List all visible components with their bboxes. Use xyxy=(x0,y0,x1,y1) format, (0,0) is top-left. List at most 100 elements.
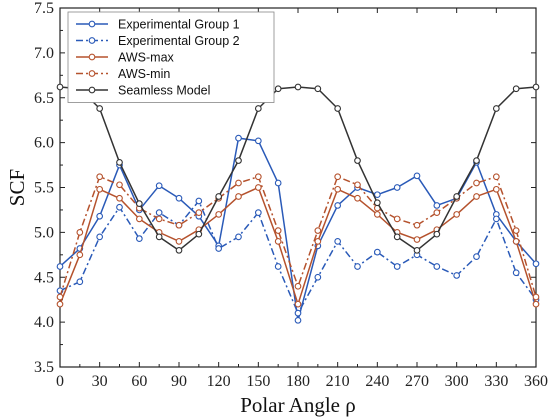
data-point xyxy=(195,197,203,205)
data-point xyxy=(433,209,441,216)
data-point xyxy=(294,316,302,324)
data-point xyxy=(175,238,183,245)
data-point xyxy=(492,185,500,193)
data-point xyxy=(235,179,242,187)
data-point xyxy=(334,185,342,193)
data-point xyxy=(254,173,262,181)
data-point xyxy=(334,173,342,181)
y-axis-title: SCF xyxy=(5,169,29,206)
series-1 xyxy=(56,197,540,317)
data-point xyxy=(413,221,421,229)
data-point xyxy=(56,293,64,301)
x-tick-label: 240 xyxy=(365,373,389,390)
y-tick-label: 6.0 xyxy=(34,135,54,152)
data-point xyxy=(135,235,143,243)
legend-label: Seamless Model xyxy=(118,84,210,98)
legend-item: Seamless Model xyxy=(76,84,210,98)
data-point xyxy=(433,263,441,270)
data-point xyxy=(294,300,302,308)
legend-marker xyxy=(88,86,96,94)
x-tick-label: 90 xyxy=(171,373,187,390)
data-point xyxy=(473,179,480,187)
data-point xyxy=(512,269,520,277)
data-point xyxy=(373,199,381,207)
legend-label: Experimental Group 1 xyxy=(118,18,240,32)
x-tick-label: 0 xyxy=(56,373,64,390)
x-tick-label: 60 xyxy=(131,373,147,390)
x-tick-label: 120 xyxy=(207,373,231,390)
data-point xyxy=(393,233,401,241)
data-point xyxy=(116,159,123,166)
data-point xyxy=(96,105,104,112)
data-point xyxy=(215,245,223,252)
data-point xyxy=(334,238,342,245)
x-tick-label: 330 xyxy=(484,373,508,390)
data-point xyxy=(215,193,223,200)
data-point xyxy=(512,238,520,245)
data-point xyxy=(76,278,84,286)
legend-item: AWS-max xyxy=(76,51,175,65)
data-point xyxy=(135,200,143,208)
x-tick-label: 180 xyxy=(286,373,310,390)
data-point xyxy=(453,193,461,200)
data-point xyxy=(96,233,104,241)
data-point xyxy=(294,83,302,91)
y-tick-label: 3.5 xyxy=(34,359,54,376)
data-point xyxy=(413,246,421,254)
y-tick-label: 7.0 xyxy=(34,45,54,62)
data-point xyxy=(175,246,183,254)
legend-label: AWS-max xyxy=(118,51,175,65)
data-point xyxy=(433,230,441,238)
y-tick-label: 7.5 xyxy=(34,0,54,17)
data-point xyxy=(294,282,302,290)
series-2 xyxy=(56,184,540,308)
data-point xyxy=(56,300,64,308)
data-point xyxy=(492,173,500,181)
data-point xyxy=(76,229,84,236)
data-point xyxy=(473,193,480,200)
data-point xyxy=(512,85,520,93)
data-point xyxy=(373,248,381,256)
data-point xyxy=(473,253,480,260)
series-line xyxy=(59,200,537,314)
data-point xyxy=(314,227,322,234)
data-point xyxy=(453,272,461,279)
data-point xyxy=(413,172,421,180)
data-point xyxy=(373,191,381,199)
data-point xyxy=(235,134,242,142)
data-point xyxy=(96,173,104,181)
data-point xyxy=(116,203,123,211)
data-point xyxy=(135,215,143,223)
y-tick-label: 5.5 xyxy=(34,180,54,197)
legend-marker xyxy=(88,70,96,77)
data-point xyxy=(453,211,461,218)
data-point xyxy=(532,260,540,268)
legend-item: Experimental Group 2 xyxy=(76,34,240,48)
data-point xyxy=(274,227,282,234)
data-point xyxy=(235,157,242,164)
data-point xyxy=(354,263,361,270)
data-point xyxy=(274,263,282,270)
x-axis-title: Polar Angle ρ xyxy=(240,393,355,417)
data-point xyxy=(96,185,104,193)
data-point xyxy=(56,263,64,270)
x-tick-label: 150 xyxy=(246,373,270,390)
legend-marker xyxy=(88,20,96,28)
y-tick-label: 4.5 xyxy=(34,269,54,286)
series-line xyxy=(59,86,537,252)
y-tick-label: 5.0 xyxy=(34,224,54,241)
data-point xyxy=(354,181,361,189)
y-tick-label: 4.0 xyxy=(34,314,54,331)
data-point xyxy=(274,238,282,245)
data-point xyxy=(532,83,540,91)
data-point xyxy=(116,181,123,189)
data-point xyxy=(175,221,183,229)
data-point xyxy=(354,194,361,202)
data-point xyxy=(314,85,322,93)
data-point xyxy=(413,236,421,243)
data-point xyxy=(373,211,381,218)
data-point xyxy=(274,179,282,187)
data-point xyxy=(235,193,242,200)
series-4 xyxy=(56,83,540,254)
